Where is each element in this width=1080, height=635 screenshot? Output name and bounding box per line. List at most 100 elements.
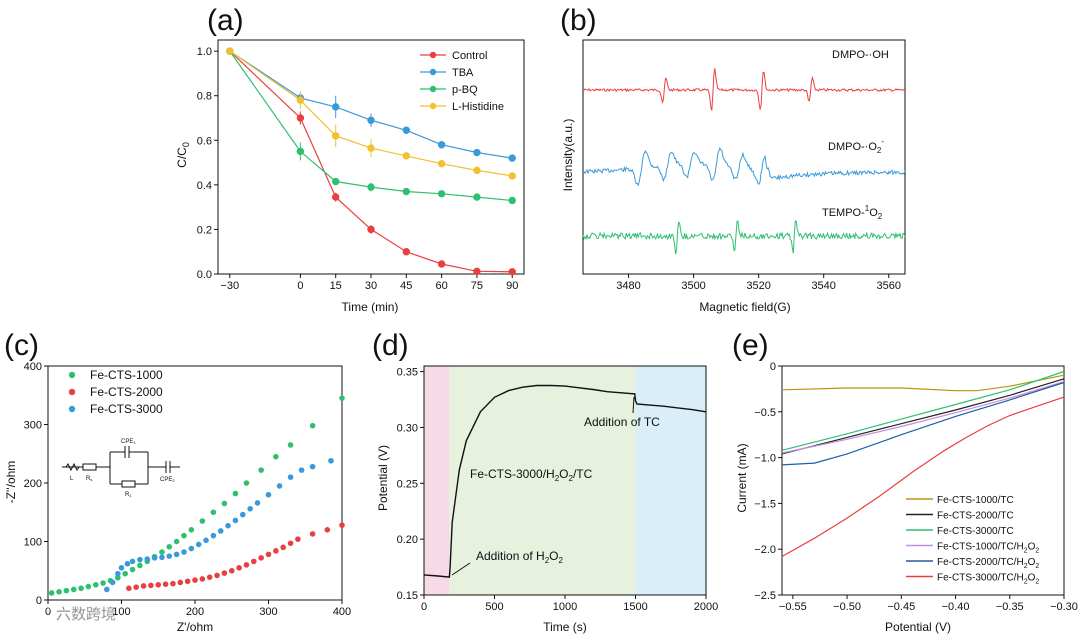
panel-c-point [328,457,334,464]
circuit-label-l: L [70,476,74,482]
panel-e-legend-label: Fe-CTS-2000/TC [937,511,1014,522]
panel-a-xtick-label: 0 [297,280,303,292]
panel-a-xtick-label: 90 [506,280,518,292]
panel-a-point [402,248,411,256]
panel-c-point [192,577,198,583]
panel-c-ytick-label: 200 [24,478,42,490]
panel-c-point [92,581,99,588]
panel-c-point [126,585,132,592]
panel-c-point [206,574,213,580]
panel-c-point [170,580,176,587]
panel-e-legend-label: Fe-CTS-1000/TC [937,495,1014,506]
panel-c-xtick-label: 0 [45,606,51,618]
panel-a-point [367,183,375,191]
panel-c-point [221,570,228,576]
panel-c-point [280,544,287,551]
panel-d-ytick-label: 0.20 [397,534,418,546]
panel-c-point [287,442,294,448]
panel-e-ytick-label: 0 [770,361,776,373]
panel-c-xtick-label: 400 [333,606,351,618]
panel-c-legend-label: Fe-CTS-1000 [90,368,163,382]
panel-a-series-tba-line [229,50,513,159]
panel-c-xtick-label: 200 [186,606,204,618]
panel-c-point [63,587,70,594]
panel-c-point [295,536,301,542]
panel-a-legend-marker [429,85,437,93]
panel-c-point [324,527,331,533]
panel-b-xtick-label: 3540 [811,280,835,292]
panel-c-point [100,580,106,586]
panel-b-label-1o2: TEMPO-1O2 [822,204,883,221]
panel-e-xtick-label: −0.35 [996,601,1024,613]
panel-e-xtick-label: −0.50 [833,601,861,613]
panel-a-point [473,148,481,157]
panel-b-label-o2: DMPO-·O2- [828,137,884,155]
circuit-label-cpe1: CPE1 [121,439,136,445]
panel-e-series-line [781,396,1065,558]
panel-a-xtick-label: 60 [435,280,447,292]
panel-c-legend: Fe-CTS-1000 Fe-CTS-2000 Fe-CTS-3000 [68,368,163,416]
panel-a-ytick-label: 0.6 [197,135,212,147]
panel-d-chart: 0 500 1000 1500 2000 0.15 0.20 0.25 0.30 0.35 Tim… [376,365,718,634]
panel-c-point [173,538,180,545]
panel-d-potential-line [423,384,707,578]
panel-a-ytick-label: 0.8 [197,91,212,103]
panel-c-point [239,511,246,518]
panel-c-point [236,565,242,571]
panel-a-xtick-label: 30 [365,280,377,292]
equivalent-circuit-diagram: L Rs CPE1 R1 CPE2 [62,439,180,498]
panel-c-point [309,422,316,429]
panel-a-point [367,116,375,124]
panel-a-series-control-line [229,50,513,273]
panel-a-point [437,190,446,198]
panel-c-point [265,551,272,558]
panel-a-point [296,114,305,122]
panel-c-point [214,572,220,579]
annotation-system: Fe-CTS-3000/H2O2/TC [470,467,593,483]
panel-e-xlabel: Potential (V) [885,620,951,634]
panel-c-point [70,586,77,593]
panel-e-legend-label: Fe-CTS-3000/TC/H2O2 [937,573,1039,586]
panel-e-ytick-label: −1.0 [754,453,776,465]
panel-c-xlabel: Z'/ohm [177,620,213,634]
panel-a-ytick-label: 0.2 [197,224,212,236]
panel-a-legend-label: L-Histidine [452,101,504,113]
panel-a-xlabel: Time (min) [342,300,399,314]
panel-c-point [151,555,158,561]
panel-a-point [331,132,340,140]
panel-a-point [473,267,481,276]
panel-c-point [258,555,264,561]
panel-a-ylabel: C/C0 [175,142,191,168]
panel-e-series-line [781,381,1065,454]
panel-b-xtick-label: 3500 [681,280,705,292]
panel-a-point [437,260,446,268]
panel-a-series-l-histidine-line [229,50,513,177]
panel-b-spectrum-1o2 [582,220,906,255]
panel-c-point [273,453,279,460]
panel-a-xtick-label: −30 [220,280,239,292]
panel-c-point [247,505,253,512]
circuit-label-r1: R1 [125,492,132,498]
panel-c-point [118,565,125,571]
panel-c-point [48,590,55,596]
panel-a-point [296,96,305,104]
panel-c-point [85,583,92,590]
panel-c-point [122,570,128,577]
panel-e-ytick-label: −2.0 [754,544,776,556]
panel-d-ytick-label: 0.30 [397,422,418,434]
panel-c-chart: 0 100 200 300 400 0 100 200 300 400 Z'/ohm -Z''/o… [4,361,351,634]
panel-a-point [508,154,516,162]
panel-c-point [265,491,272,498]
panel-c-point [243,562,250,568]
panel-c-point [287,540,294,547]
panel-c-point [137,556,143,563]
panel-d-ytick-label: 0.25 [397,478,418,490]
panel-c-ytick-label: 100 [24,537,42,549]
panel-c-point [221,500,228,507]
panel-a-point [437,141,446,149]
panel-c-point [109,579,116,586]
panel-c-xtick-label: 100 [112,606,130,618]
panel-b-xlabel: Magnetic field(G) [699,300,790,314]
panel-c-point [155,581,162,588]
panel-d-phase-band [449,366,636,595]
